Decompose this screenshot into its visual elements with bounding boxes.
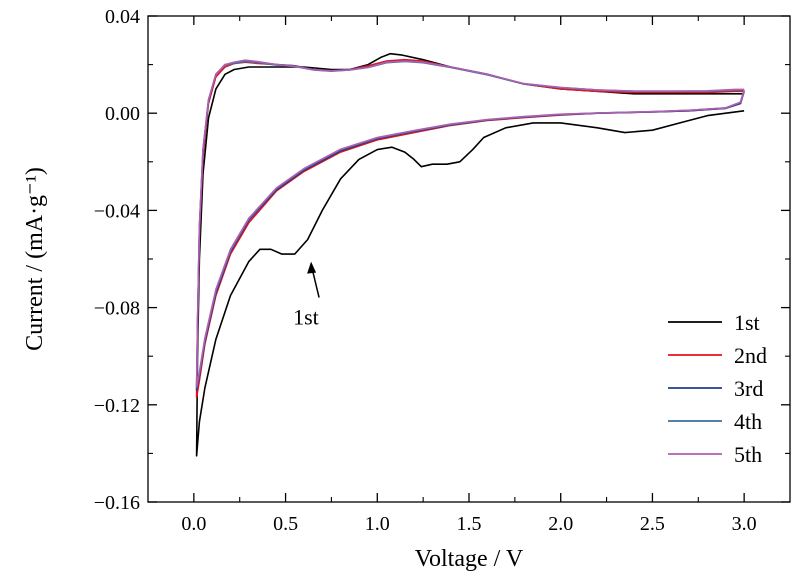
series-layer (195, 52, 745, 457)
y-axis-title: Current / (mA·g⁻¹) (22, 167, 48, 351)
legend-label-5th: 5th (734, 442, 762, 467)
annotation-layer: 1st (293, 261, 320, 330)
annotation-label: 1st (293, 305, 319, 330)
plot-frame (147, 15, 791, 503)
legend-label-1st: 1st (734, 310, 760, 335)
x-tick-label: 3.0 (732, 513, 757, 535)
y-tick-label: −0.16 (94, 492, 140, 514)
annotation-arrow-head (307, 261, 317, 274)
y-tick-label: −0.04 (94, 200, 140, 222)
series-line-1st (195, 52, 745, 457)
y-tick-label: −0.08 (94, 298, 140, 320)
series-line-5th (195, 59, 745, 388)
annotation-arrow-shaft (311, 270, 320, 298)
legend-label-4th: 4th (734, 409, 762, 434)
y-tick-label: −0.12 (94, 395, 140, 417)
series-line-2nd (195, 58, 745, 399)
x-tick-label: 2.0 (548, 513, 573, 535)
legend-label-2nd: 2nd (734, 343, 767, 368)
axes-layer: 0.0 0.5 1.0 1.5 2.0 2.5 3.0 0.04 0.00 −0.04 −0.08 −… (94, 6, 791, 535)
series-line-3rd (195, 60, 745, 391)
x-tick-label: 0.0 (181, 513, 206, 535)
x-tick-label: 1.0 (365, 513, 390, 535)
x-tick-label: 0.5 (273, 513, 298, 535)
y-tick-label: 0.00 (105, 103, 140, 125)
legend-label-3rd: 3rd (734, 376, 763, 401)
x-tick-label: 1.5 (457, 513, 482, 535)
legend: 1st 2nd 3rd 4th 5th (668, 310, 767, 467)
y-tick-label: 0.04 (105, 6, 140, 28)
x-tick-label: 2.5 (640, 513, 665, 535)
x-axis-title: Voltage / V (415, 546, 524, 572)
series-line-4th (195, 60, 745, 389)
